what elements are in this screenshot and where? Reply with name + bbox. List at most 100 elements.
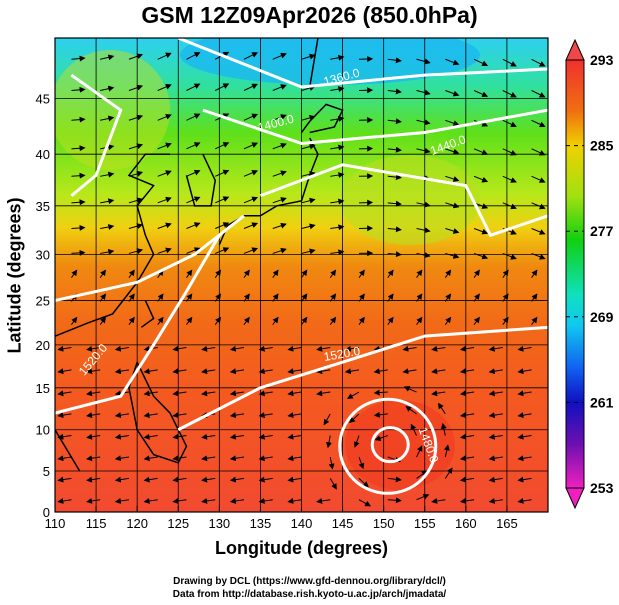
wind-streamline [346,391,360,399]
wind-streamline [329,316,337,325]
wind-streamline [57,476,72,483]
wind-streamline [287,345,302,352]
wind-streamline [172,368,187,375]
wind-streamline [229,433,245,440]
wind-streamline [186,83,201,91]
wind-streamline [86,455,101,462]
wind-streamline [229,476,245,483]
wind-streamline [272,142,287,150]
wind-streamline [57,412,72,419]
wind-streamline [517,455,532,462]
wind-streamline [416,293,423,302]
wind-streamline [387,57,402,64]
wind-streamline [157,142,172,150]
footer-source: Data from http://database.rish.kyoto-u.a… [172,589,447,600]
wind-streamline [215,169,230,177]
geopotential-contour [202,108,548,145]
wind-streamline [473,252,489,260]
wind-streamline [272,114,287,121]
wind-streamline [301,115,316,121]
wind-streamline [114,412,130,419]
wind-streamline [301,143,316,150]
wind-streamline [157,84,172,91]
wind-streamline [301,197,316,204]
geopotential-contour [177,38,548,89]
wind-streamline [387,118,402,125]
y-tick-label: 45 [36,92,50,107]
wind-streamline [287,412,302,419]
wind-streamline [344,368,360,375]
x-tick-label: 110 [45,516,66,531]
wind-streamline [502,293,509,302]
wind-streamline [387,269,394,279]
wind-streamline [437,402,446,415]
wind-streamline [57,455,72,462]
wind-streamline [502,316,509,325]
wind-streamline [143,368,158,375]
wind-streamline [517,476,532,483]
footer-credit: Drawing by DCL (https://www.gfd-dennou.o… [173,576,446,587]
colorbar: 293 285 277 269 261 253 [565,38,614,510]
wind-streamline [86,345,101,352]
wind-streamline [157,170,172,177]
wind-streamline [459,412,475,419]
wind-streamline [403,386,417,393]
wind-streamline [358,499,372,507]
wind-streamline [387,226,402,233]
wind-streamline [143,497,158,504]
wind-streamline [243,83,259,91]
wind-streamline [301,53,316,60]
chart-title: GSM 12Z09Apr2026 (850.0hPa) [141,2,478,28]
wind-streamline [444,316,452,325]
colorbar-label: 253 [590,480,614,496]
wind-streamline [100,224,115,230]
wind-streamline [443,444,450,458]
wind-streamline [186,247,201,254]
wind-streamline [301,248,316,255]
wind-streamline [258,368,273,375]
wind-streamline [157,196,172,204]
wind-streamline [272,170,287,177]
wind-streamline [287,433,302,440]
wind-streamline [243,113,259,121]
wind-streamline [214,316,222,325]
wind-streamline [287,497,302,504]
wind-streamline [473,148,489,156]
wind-streamline [99,316,107,325]
wind-streamline [201,433,216,440]
wind-streamline [445,90,460,97]
wind-streamline [416,201,431,208]
wind-streamline [243,269,250,279]
wind-streamline [488,345,503,352]
wind-streamline [488,476,503,483]
coastline [140,300,155,328]
wind-streamline [143,455,158,462]
wind-streamline [100,171,115,178]
warm-anomaly [55,50,170,170]
wind-streamline [431,368,446,375]
wind-streamline [416,470,428,479]
wind-streamline [258,455,273,462]
wind-streamline [172,412,187,419]
wind-streamline [330,144,345,151]
wind-streamline [86,476,101,483]
y-tick-label: 30 [36,247,50,262]
wind-streamline [114,368,130,375]
wind-streamline [157,316,164,325]
wind-streamline [229,497,245,504]
wind-streamline [416,58,431,65]
colorbar-max-triangle [565,38,585,61]
geopotential-contour [338,397,438,495]
wind-streamline [416,445,423,458]
geopotential-contour [177,325,548,432]
wind-streamline [71,145,86,152]
wind-streamline [201,497,216,504]
wind-streamline [502,119,517,128]
wind-streamline [444,293,452,302]
wind-streamline [416,269,423,279]
wind-streamline [440,422,447,436]
wind-streamline [473,90,489,98]
wind-streamline [71,249,86,256]
x-tick-label: 115 [86,516,107,531]
y-tick-label: 25 [36,294,50,309]
